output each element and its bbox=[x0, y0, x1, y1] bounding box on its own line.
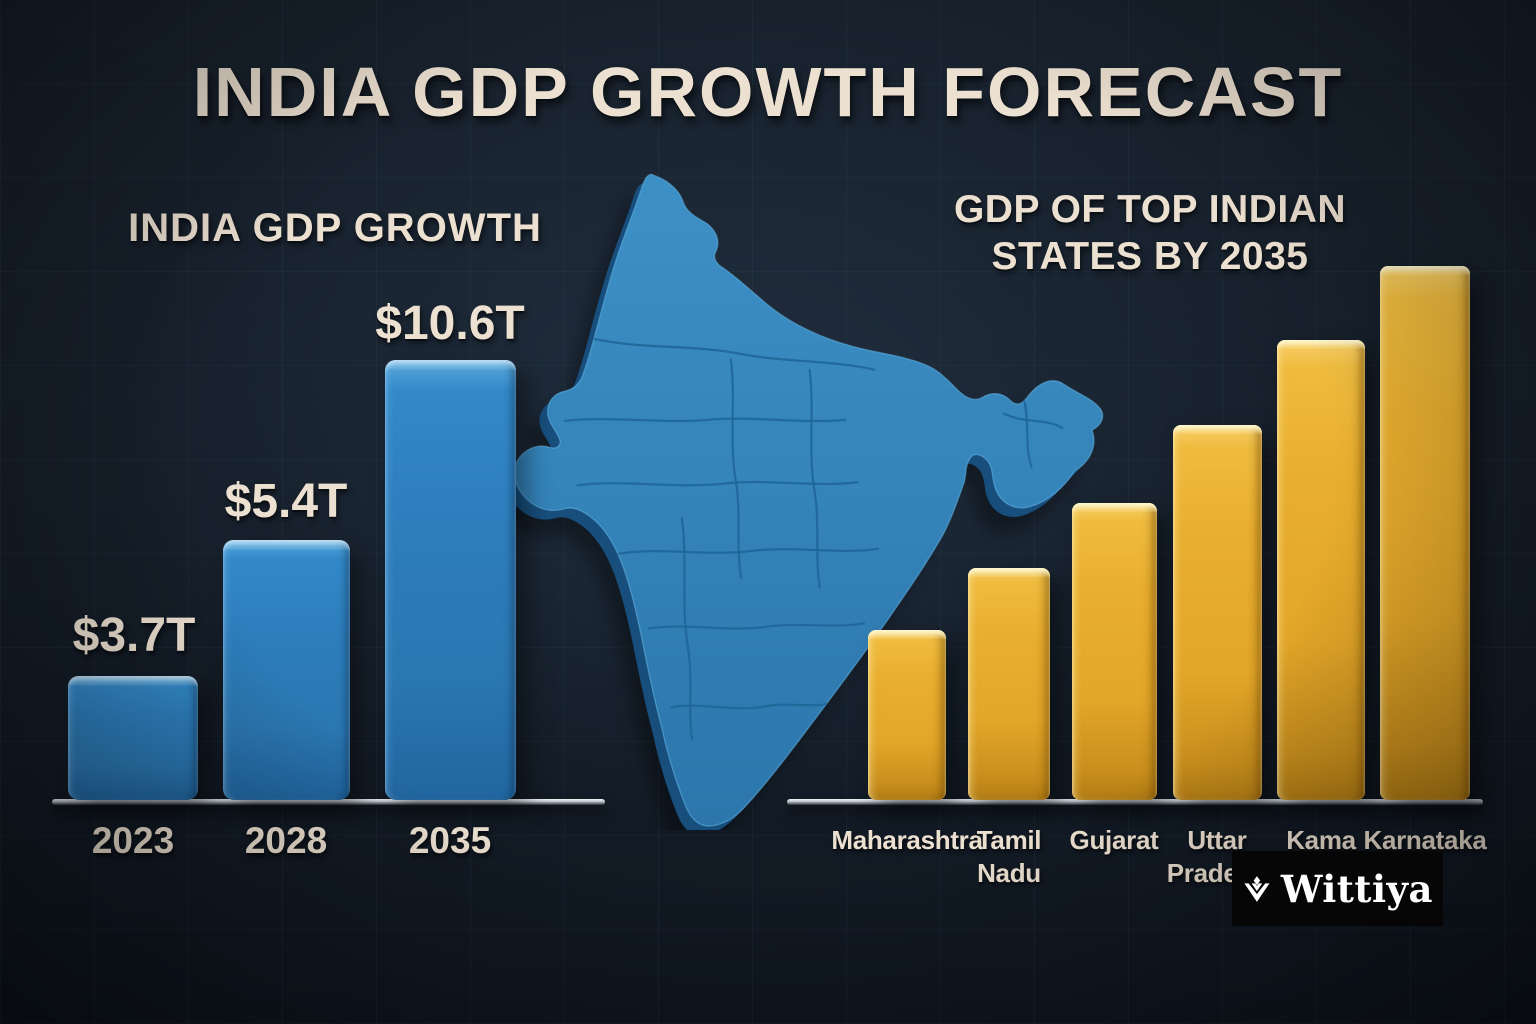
bar-tamil-nadu bbox=[968, 568, 1050, 800]
value-label-2023: $3.7T bbox=[72, 609, 196, 662]
axis-label-2023: 2023 bbox=[91, 820, 175, 861]
watermark-brand-text: Wittiya bbox=[1280, 866, 1433, 911]
bar-2023 bbox=[68, 676, 198, 800]
value-label-2028: $5.4T bbox=[224, 475, 348, 528]
bar-karnataka bbox=[1380, 266, 1470, 800]
page-title: INDIA GDP GROWTH FORECAST bbox=[192, 53, 1344, 131]
wittiya-logo-icon bbox=[1244, 875, 1270, 902]
axis-label-2035: 2035 bbox=[408, 820, 492, 861]
watermark-badge: Wittiya bbox=[1232, 851, 1443, 926]
bar-2035 bbox=[385, 360, 516, 800]
value-label-2035: $10.6T bbox=[375, 297, 525, 350]
left-chart-title: INDIA GDP GROWTH bbox=[128, 206, 542, 250]
axis-label-tamil-nadu: Tamil Nadu bbox=[976, 825, 1042, 888]
bar-uttar-pradesh bbox=[1173, 425, 1262, 800]
right-chart-title: GDP OF TOP INDIAN STATES BY 2035 bbox=[953, 188, 1347, 278]
bar-kama bbox=[1277, 340, 1365, 800]
axis-label-2028: 2028 bbox=[244, 820, 328, 861]
axis-label-gujarat: Gujarat bbox=[1069, 825, 1159, 855]
bar-maharashtra bbox=[868, 630, 946, 800]
bar-gujarat bbox=[1072, 503, 1157, 800]
axis-label-maharashtra: Maharashtra bbox=[831, 825, 983, 855]
bar-2028 bbox=[223, 540, 350, 800]
